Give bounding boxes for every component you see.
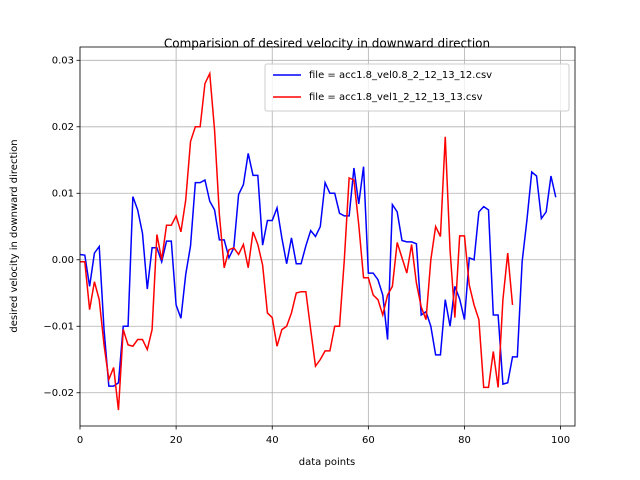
y-tick-label: 0.00 (52, 255, 74, 266)
x-tick-label: 60 (362, 435, 375, 446)
data-line (80, 70, 514, 411)
x-tick-label: 80 (458, 435, 471, 446)
y-axis-label: desired velocity in downward direction (9, 139, 20, 332)
y-tick-label: −0.02 (43, 388, 74, 399)
x-tick-label: 0 (77, 435, 83, 446)
x-tick-label: 100 (551, 435, 570, 446)
y-tick-label: −0.01 (43, 321, 74, 332)
x-tick-label: 40 (266, 435, 279, 446)
legend-label: file = acc1.8_vel1_2_12_13_13.csv (309, 92, 483, 103)
x-axis-label: data points (299, 457, 355, 468)
plot-frame (79, 46, 576, 427)
x-tick-label: 20 (170, 435, 183, 446)
legend-box (264, 63, 570, 112)
y-tick-label: 0.03 (52, 55, 74, 66)
y-tick-label: 0.02 (52, 122, 74, 133)
chart-title: Comparision of desired velocity in downw… (164, 37, 490, 51)
data-line (79, 153, 557, 387)
legend-label: file = acc1.8_vel0.8_2_12_13_12.csv (309, 70, 492, 81)
y-tick-label: 0.01 (52, 188, 74, 199)
